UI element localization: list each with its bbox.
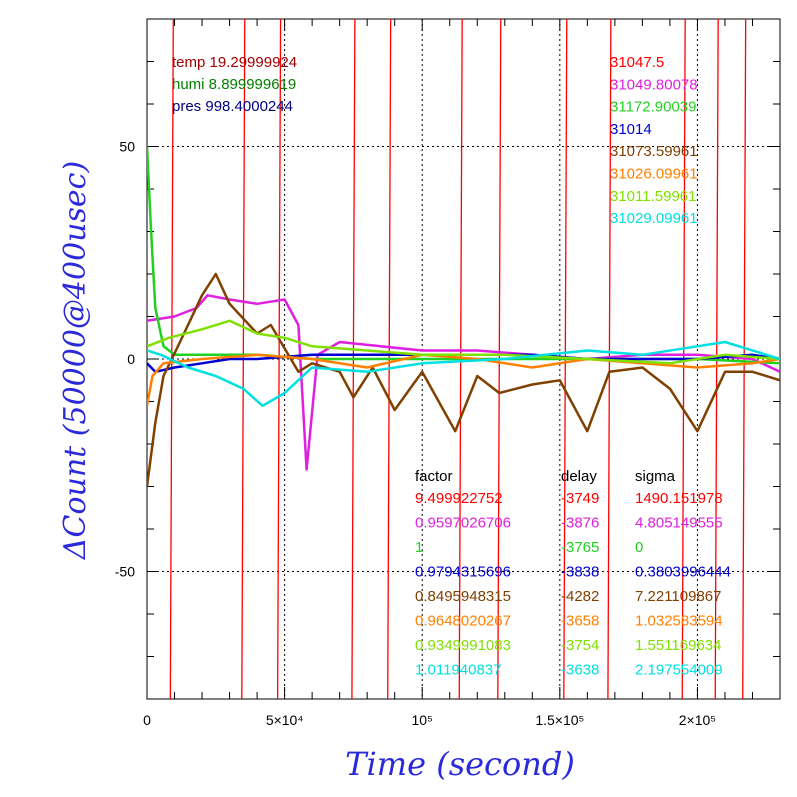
table-delay: -3638	[561, 662, 599, 679]
table-sigma: 1.032583594	[635, 613, 723, 630]
series-line-7	[147, 340, 780, 408]
table-factor: 0.9648020267	[415, 613, 511, 630]
series-line-5	[147, 353, 780, 407]
series-layer	[147, 19, 780, 699]
tick-labels: 0 5×10⁴ 10⁵ 1.5×10⁵ 2×10⁵ 50 0 -50	[115, 139, 716, 729]
table-header-factor: factor	[415, 468, 453, 485]
table-delay: -3838	[561, 564, 599, 581]
series-line-1	[147, 294, 780, 471]
table-factor: 1.011940837	[415, 662, 501, 679]
table-delay: -3658	[561, 613, 599, 630]
series-line-6	[147, 319, 780, 365]
x-axis-label: Time (second)	[345, 745, 575, 783]
table-delay: -4282	[561, 588, 599, 605]
table-factor: 0.9794315696	[415, 564, 511, 581]
series-line-3	[147, 353, 780, 374]
count-value: 31029.09961	[610, 210, 698, 227]
x-tick-label: 5×10⁴	[266, 712, 304, 728]
table-header-delay: delay	[561, 468, 597, 485]
table-sigma: 1.551169634	[635, 637, 721, 654]
annotations: temp 19.29999924 humi 8.899999619 pres 998…	[172, 54, 731, 679]
x-tick-label: 1.5×10⁵	[535, 712, 584, 728]
env-annotation: humi 8.899999619	[172, 76, 296, 93]
table-factor: 9.499922752	[415, 490, 503, 507]
y-tick-label: -50	[115, 564, 135, 580]
table-factor: 0.9349991083	[415, 637, 511, 654]
y-tick-label: 50	[119, 139, 135, 155]
table-sigma: 4.805149555	[635, 515, 723, 532]
table-delay: -3749	[561, 490, 599, 507]
series-line-4	[147, 272, 780, 487]
table-sigma: 1490.151978	[635, 490, 723, 507]
x-tick-label: 10⁵	[412, 712, 433, 728]
y-axis-label: ΔCount (50000@400usec)	[58, 161, 93, 560]
table-sigma: 0	[635, 539, 643, 556]
env-annotation: temp 19.29999924	[172, 54, 297, 71]
table-delay: -3754	[561, 637, 599, 654]
minor-ticks	[146, 18, 781, 700]
table-sigma: 0.3803996444	[635, 564, 731, 581]
count-value: 31073.59961	[610, 143, 698, 160]
count-value: 31047.5	[610, 54, 664, 71]
table-header-sigma: sigma	[635, 468, 676, 485]
x-tick-label: 0	[143, 712, 151, 728]
count-value: 31011.59961	[610, 188, 696, 205]
y-tick-label: 0	[127, 351, 135, 367]
table-factor: 0.8495948315	[415, 588, 511, 605]
count-value: 31049.80078	[610, 76, 698, 93]
table-sigma: 2.197554009	[635, 662, 723, 679]
table-factor: 1	[415, 539, 423, 556]
env-annotation: pres 998.4000244	[172, 98, 293, 115]
table-factor: 0.9597026706	[415, 515, 511, 532]
count-value: 31014	[610, 121, 652, 138]
x-tick-label: 2×10⁵	[679, 712, 716, 728]
table-delay: -3765	[561, 539, 599, 556]
count-value: 31172.90039	[610, 99, 696, 116]
table-sigma: 7.221109867	[635, 588, 721, 605]
count-value: 31026.09961	[610, 166, 698, 183]
table-delay: -3876	[561, 515, 599, 532]
